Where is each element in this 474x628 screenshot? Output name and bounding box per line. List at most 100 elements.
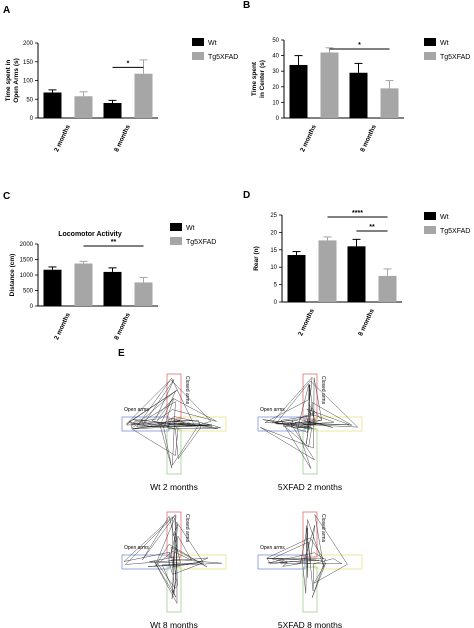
y-tick-label: 100 [23, 79, 34, 85]
legend-label-tg5xfad: Tg5XFAD [440, 54, 470, 61]
maze-3: Open arms Closed arms Wt 8 months [121, 511, 227, 628]
bar-wt [349, 72, 368, 118]
legend-label-tg5xfad: Tg5XFAD [208, 54, 238, 61]
bar-chart-C: C Locomotor Activity 0 500 1000 1500 2000 Dista… [3, 191, 216, 341]
maze-caption: 5XFAD 8 months [278, 620, 342, 628]
legend-swatch-tg5xfad [170, 237, 182, 245]
y-tick-label: 10 [270, 265, 277, 271]
chart-title: Locomotor Activity [58, 231, 122, 238]
open-arm-right [178, 554, 227, 570]
legend-swatch-wt [170, 223, 182, 231]
closed-arms-label: Closed arms [184, 514, 190, 543]
bar-wt [347, 246, 366, 302]
legend-label-wt: Wt [440, 214, 449, 221]
legend-label-wt: Wt [186, 225, 195, 232]
y-tick-label: 1000 [20, 273, 34, 279]
y-axis-title: in Center (s) [259, 60, 266, 98]
legend-swatch-tg5xfad [192, 52, 204, 60]
y-tick-label: 0 [30, 304, 34, 310]
x-category-label: 2 months [53, 312, 72, 341]
open-arms-label: Open arms [260, 545, 285, 551]
significance-marker: ** [111, 239, 117, 246]
legend-swatch-tg5xfad [424, 52, 436, 60]
closed-arm-bottom [302, 566, 318, 613]
significance-marker: * [358, 42, 361, 49]
panel-label: A [3, 5, 10, 16]
y-tick-label: 50 [272, 38, 279, 44]
significance-marker: * [127, 60, 130, 67]
y-tick-label: 0 [30, 116, 34, 122]
y-tick-label: 500 [23, 289, 34, 295]
panel-label: B [243, 0, 250, 11]
legend-swatch-wt [424, 212, 436, 220]
open-arms-label: Open arms [260, 407, 285, 413]
x-category-label: 8 months [113, 312, 132, 341]
y-axis-title: Time spent [251, 61, 258, 96]
bar-wt [43, 92, 62, 118]
y-axis-title: Time spent in [5, 60, 12, 102]
y-tick-label: 25 [270, 213, 277, 219]
bar-tg5xfad [380, 88, 399, 118]
y-tick-label: 20 [270, 230, 277, 236]
maze-2: Open arms Closed arms 5XFAD 2 months [257, 373, 363, 492]
legend-swatch-wt [424, 38, 436, 46]
y-tick-label: 200 [23, 41, 34, 47]
bar-tg5xfad [318, 240, 337, 302]
open-arm-right [314, 416, 363, 432]
legend-label-tg5xfad: Tg5XFAD [440, 228, 470, 235]
maze-4: Open arms Closed arms 5XFAD 8 months [257, 511, 363, 628]
bar-wt [103, 103, 122, 118]
panel-label: C [3, 191, 10, 202]
y-tick-label: 10 [272, 100, 279, 106]
x-category-label: 8 months [113, 124, 132, 153]
legend-swatch-wt [192, 38, 204, 46]
closed-arms-label: Closed arms [320, 376, 326, 405]
y-tick-label: 150 [23, 60, 34, 66]
open-arm-right [314, 554, 363, 570]
maze-1: Open arms Closed arms Wt 2 months [121, 373, 227, 492]
closed-arm-bottom [166, 566, 182, 613]
bar-tg5xfad [134, 73, 153, 118]
open-arm-left [257, 554, 306, 570]
legend-label-wt: Wt [208, 40, 217, 47]
bar-tg5xfad [74, 263, 93, 306]
x-category-label: 2 months [299, 124, 318, 153]
bar-wt [287, 255, 306, 302]
movement-track [123, 514, 222, 604]
bar-tg5xfad [134, 282, 153, 306]
movement-track [266, 514, 348, 598]
y-tick-label: 2000 [20, 242, 34, 248]
maze-caption: Wt 8 months [150, 620, 198, 628]
legend-label-tg5xfad: Tg5XFAD [186, 239, 216, 246]
y-tick-label: 0 [276, 116, 280, 122]
y-tick-label: 1500 [20, 258, 34, 264]
y-tick-label: 0 [274, 300, 278, 306]
movement-track [260, 376, 359, 469]
legend-swatch-tg5xfad [424, 226, 436, 234]
y-tick-label: 20 [272, 85, 279, 91]
x-category-label: 8 months [357, 308, 376, 337]
y-axis-title: Open Arms (s) [13, 58, 20, 103]
significance-marker: **** [352, 210, 363, 217]
x-category-label: 2 months [53, 124, 72, 153]
closed-arm-bottom [302, 428, 318, 475]
maze-caption: 5XFAD 2 months [278, 482, 342, 492]
open-arms-label: Open arms [124, 545, 149, 551]
y-tick-label: 5 [274, 283, 278, 289]
bar-wt [103, 271, 122, 306]
open-arms-label: Open arms [124, 407, 149, 413]
x-category-label: 2 months [297, 308, 316, 337]
bar-tg5xfad [74, 96, 93, 118]
bar-tg5xfad [320, 52, 339, 119]
bar-chart-A: A 0 50 100 150 200 Time spent in Open Arms (s) 2… [3, 5, 238, 153]
y-tick-label: 50 [26, 97, 33, 103]
y-tick-label: 30 [272, 69, 279, 75]
panel-label: E [118, 348, 125, 359]
movement-track [125, 377, 221, 468]
x-category-label: 8 months [359, 124, 378, 153]
bar-tg5xfad [378, 275, 397, 302]
maze-caption: Wt 2 months [150, 482, 198, 492]
y-axis-title: Distance (cm) [9, 254, 16, 297]
